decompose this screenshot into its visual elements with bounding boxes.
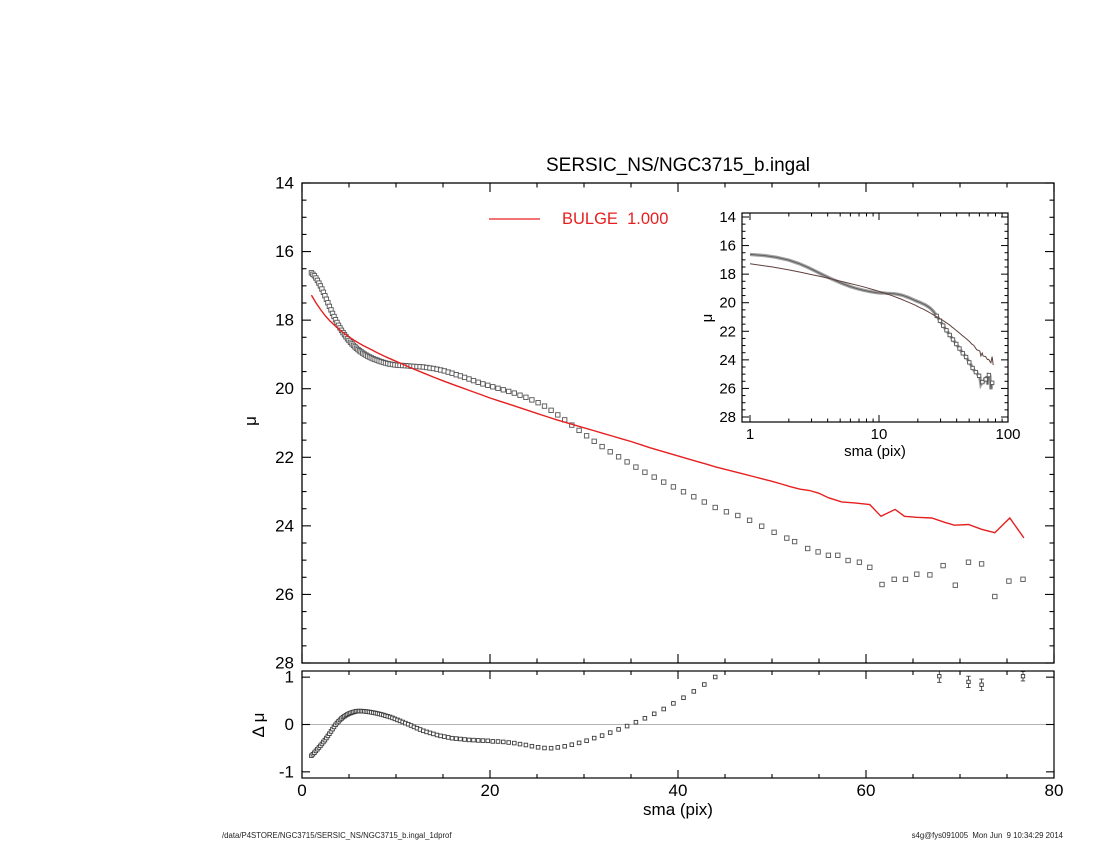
- residual-axes: 10-10 20 40 60 80: [279, 668, 1064, 800]
- main-y-axis-label: μ: [241, 416, 260, 426]
- x-axis-label: sma (pix): [643, 800, 713, 819]
- inset-x-axis-label: sma (pix): [844, 443, 906, 460]
- svg-text:18: 18: [719, 266, 736, 283]
- svg-text:40: 40: [669, 781, 688, 800]
- svg-text:80: 80: [1045, 781, 1064, 800]
- main-axes: 14 16 18 20 22 24 26 28: [275, 174, 1055, 673]
- residual-panel: [302, 671, 1054, 758]
- inset-y-axis-label: μ: [699, 313, 716, 323]
- svg-text:1: 1: [746, 426, 754, 443]
- svg-text:28: 28: [719, 409, 736, 426]
- svg-text:20: 20: [275, 379, 294, 398]
- svg-text:100: 100: [995, 426, 1020, 443]
- svg-text:60: 60: [857, 781, 876, 800]
- main-profile-plot: [308, 218, 1026, 600]
- svg-text:0: 0: [285, 715, 294, 734]
- svg-text:-1: -1: [279, 762, 294, 781]
- svg-text:18: 18: [275, 311, 294, 330]
- svg-text:16: 16: [275, 242, 294, 261]
- svg-text:28: 28: [275, 654, 294, 673]
- residual-y-axis-label: Δ μ: [249, 712, 268, 738]
- chart-title: SERSIC_NS/NGC3715_b.ingal: [545, 155, 811, 176]
- svg-text:22: 22: [275, 448, 294, 467]
- svg-text:24: 24: [275, 516, 294, 535]
- footer-file-path: /data/P4STORE/NGC3715/SERSIC_NS/NGC3715_…: [222, 831, 452, 840]
- svg-text:20: 20: [481, 781, 500, 800]
- svg-text:20: 20: [719, 295, 736, 312]
- svg-text:14: 14: [275, 174, 294, 193]
- svg-text:16: 16: [719, 238, 736, 255]
- svg-text:0: 0: [297, 781, 306, 800]
- svg-text:1: 1: [285, 668, 294, 687]
- svg-text:26: 26: [719, 380, 736, 397]
- footer-user-timestamp: s4g@fys091005 Mon Jun 9 10:34:29 2014: [911, 831, 1063, 840]
- svg-text:10: 10: [871, 426, 888, 443]
- legend-bulge-label: BULGE 1.000: [562, 210, 669, 228]
- svg-text:14: 14: [719, 209, 736, 226]
- inset-axes: 1 10 100 14 16 18 20 22 24 26 28: [719, 209, 1020, 443]
- svg-text:24: 24: [719, 352, 736, 369]
- inset-plot: [749, 252, 995, 390]
- svg-text:22: 22: [719, 323, 736, 340]
- svg-text:26: 26: [275, 585, 294, 604]
